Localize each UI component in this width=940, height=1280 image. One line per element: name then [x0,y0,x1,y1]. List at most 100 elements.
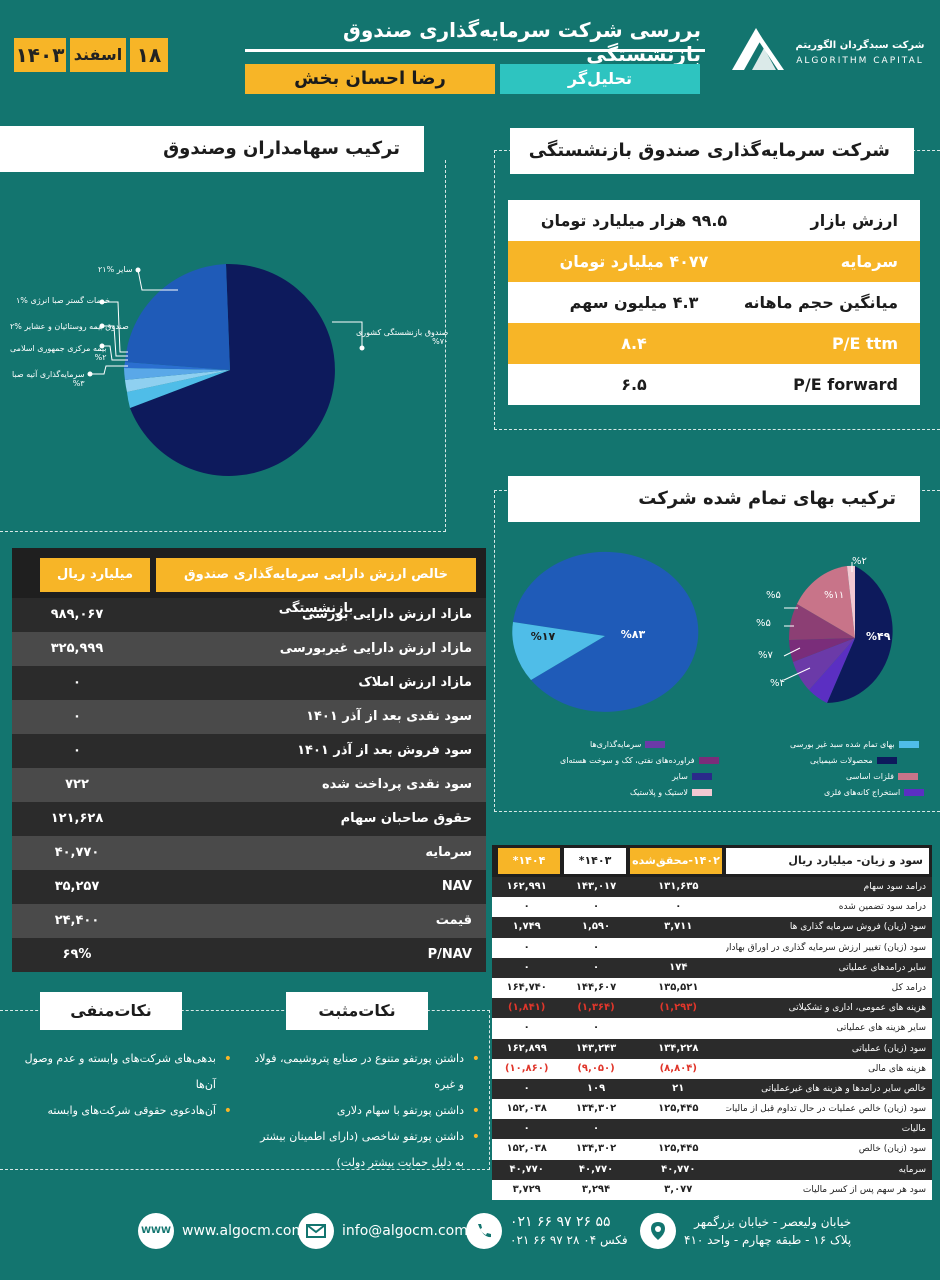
shareholders-title: ترکیب سهامداران وصندوق [0,126,424,172]
pl-row-label: سود (زیان) خالص عملیات در حال تداوم قبل … [725,1104,926,1115]
pl-row-label: سود (زیان) فروش سرمایه گذاری ها [789,922,926,933]
legend-chemicals: محصولات شیمیایی [810,756,897,765]
date-month: اسفند [70,38,126,72]
nav-row-value: ۳۵,۲۵۷ [54,879,100,894]
table-row: مازاد ارزش املاک ۰ [12,666,486,700]
phone-number: ۰۲۱ ۶۶ ۹۷ ۲۶ ۵۵ [510,1214,611,1230]
pl-cell-1403: ۱۴۴,۶۰۷ [575,981,617,993]
table-row: سود هر سهم پس از کسر مالیات ۳,۰۷۷ ۳,۲۹۴ ۳,۷… [492,1179,932,1200]
table-row: مازاد ارزش دارایی بورسی ۹۸۹,۰۶۷ [12,598,486,632]
pl-rows: درامد سود سهام ۱۳۱,۶۳۵ ۱۴۳,۰۱۷ ۱۶۲,۹۹۱ درامد… [492,877,932,1200]
pl-cell-1404: ۱,۷۴۹ [512,921,541,933]
table-row: درامد سود سهام ۱۳۱,۶۳۵ ۱۴۳,۰۱۷ ۱۶۲,۹۹۱ [492,877,932,898]
pl-cell-1404: ۰ [523,961,530,973]
pl-row-label: سرمایه [898,1164,926,1175]
positive-notes-list: داشتن پورتفو متنوع در صنایع پتروشیمی، فو… [250,1046,480,1176]
legend-basic-metals: فلزات اساسی [846,772,918,781]
company-info-table: ارزش بازار ۹۹.۵ هزار میلیارد تومان سرمایه… [508,200,920,405]
footer-email[interactable]: info@algocm.com [298,1208,468,1254]
address-line1: خیابان ولیعصر - خیابان بزرگمهر [694,1215,852,1229]
pl-cell-1404: ۰ [523,1082,530,1094]
pl-cell-1404: ۰ [523,901,530,913]
nav-row-value: ۰ [73,709,81,724]
pl-cell-1402: ۲۱ [672,1082,685,1094]
table-row: سود نقدی بعد از آذر ۱۴۰۱ ۰ [12,700,486,734]
algorithm-logo-icon [732,28,784,70]
right-pie-label-metals: %۱۱ [824,590,845,601]
footer-phone: ۰۲۱ ۶۶ ۹۷ ۲۶ ۵۵ ۰۲۱ ۶۶ ۹۷ ۲۸ ۰۴ فکس [466,1208,628,1254]
nav-row-label: NAV [441,879,472,894]
pl-cell-1404: (۱,۸۴۱) [507,1002,546,1014]
pie-slice-chemicals [827,566,893,703]
shareholder-label-rural-insurance: صندوق بیمه روستائیان و عشایر %۲ [10,322,129,331]
pl-cell-1403: ۱,۵۹۰ [581,921,611,933]
mail-icon [298,1213,334,1249]
pl-cell-1404: ۰ [523,1022,530,1034]
shareholder-label-central-insurance: بیمه مرکزی جمهوری اسلامی %۲ [10,344,107,362]
right-pie-label-mining: %۴ [770,678,785,689]
pl-cell-1403: ۱۳۴,۳۰۲ [575,1143,617,1155]
pl-row-label: سود (زیان) عملیاتی [851,1043,926,1054]
pl-cell-1402: ۱۳۵,۵۲۱ [658,981,699,993]
table-row: سود نقدی پرداخت شده ۷۲۲ [12,768,486,802]
info-row-avg-volume: میانگین حجم ماهانه ۴.۳ میلیون سهم [508,282,920,323]
info-value: ۸.۴ [621,334,647,353]
info-label: میانگین حجم ماهانه [743,293,898,312]
pl-cell-1402: ۳,۷۱۱ [664,921,693,933]
nav-row-label: مازاد ارزش املاک [358,675,472,690]
nav-row-value: ۴۰,۷۷۰ [54,845,100,860]
info-row-pe-forward: P/E forward ۶.۵ [508,364,920,405]
pl-cell-1402: ۱۳۴,۲۲۸ [658,1042,699,1054]
email-link[interactable]: info@algocm.com [342,1223,468,1239]
nav-row-label: قیمت [435,913,472,928]
pl-cell-1403: ۰ [592,941,600,953]
pl-row-label: سایر هزینه های عملیاتی [836,1023,926,1034]
cost-panel-title: ترکیب بهای تمام شده شرکت [508,476,920,522]
location-pin-icon [640,1213,676,1249]
table-row: سایر هزینه های عملیاتی ۰ ۰ [492,1018,932,1039]
info-row-pe-ttm: P/E ttm ۸.۴ [508,323,920,364]
pl-cell-1403: ۰ [592,901,600,913]
analyst-role-label: تحلیل‌گر [500,64,700,94]
list-item: بدهی‌های شرکت‌های وابسته و عدم وصول آن‌ه… [6,1046,232,1098]
table-row: درامد کل ۱۳۵,۵۲۱ ۱۴۴,۶۰۷ ۱۶۴,۷۴۰ [492,977,932,999]
table-row: هزینه های عمومی، اداری و تشکیلاتی (۱,۲۹۳)… [492,998,932,1019]
pl-header-label: سود و زیان- میلیارد ریال [726,848,929,874]
shareholder-label-pension-fund: صندوق بازنشستگی کشوری %۷۰ [356,328,449,346]
right-pie-label-other: %۵ [766,590,781,601]
info-label: سرمایه [840,252,898,271]
website-link[interactable]: www.algocm.com [182,1223,306,1239]
table-row: مالیات ۰ ۰ [492,1119,932,1140]
pie-slice-petroleum [789,638,855,662]
nav-row-value: ۰ [73,675,81,690]
table-row: درامد سود تضمین شده ۰ ۰ ۰ [492,897,932,918]
pie-slice-pension-fund [130,263,335,476]
info-label: ارزش بازار [810,211,898,230]
pl-cell-1402: ۴۰,۷۷۰ [661,1163,696,1175]
pl-row-label: هزینه های عمومی، اداری و تشکیلاتی [788,1003,926,1014]
nav-row-value: ۷۲۲ [65,777,89,792]
pl-header-col3: ۱۴۰۴* [498,848,560,874]
nav-row-value: ۲۴,۴۰۰ [54,913,100,928]
cost-left-pie: %۸۳ %۱۷ [512,551,699,712]
pl-cell-1402: ۱۲۵,۴۴۵ [658,1143,699,1155]
list-item: داشتن پورتفو متنوع در صنایع پتروشیمی، فو… [250,1046,480,1098]
info-value: ۴۰۷۷ میلیارد تومان [559,252,709,271]
pl-row-label: سود (زیان) تغییر ارزش سرمایه گذاری در او… [725,942,926,953]
pl-cell-1402: ۱۷۴ [669,961,688,973]
left-pie-label-small: %۱۷ [531,630,556,643]
pl-row-label: خالص سایر درامدها و هزینه های غیرعملیاتی [761,1083,926,1094]
nav-header-unit: میلیارد ریال [40,558,150,592]
pie-slice-atieh-saba [127,370,230,408]
list-item: آن‌هادعوی حقوقی شرکت‌های وابسته [6,1098,232,1124]
pie-slice-mining [809,638,855,703]
globe-icon: WWW [138,1213,174,1249]
pl-cell-1404: ۰ [523,1123,530,1135]
pl-cell-1403: ۰ [592,961,600,973]
pl-cell-1404: ۱۶۴,۷۴۰ [506,981,547,993]
footer-website[interactable]: WWW www.algocm.com [138,1208,305,1254]
pl-cell-1402: ۰ [675,901,682,913]
pl-header-col2: ۱۴۰۳* [564,848,626,874]
pl-cell-1402 [631,1018,726,1038]
pl-cell-1404: ۱۶۲,۹۹۱ [506,881,547,892]
